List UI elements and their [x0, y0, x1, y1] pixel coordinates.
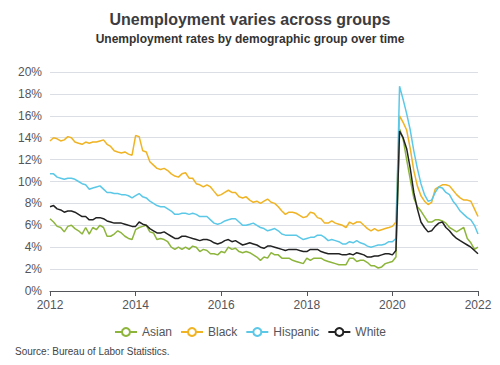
svg-text:2018: 2018: [293, 298, 320, 312]
svg-text:8%: 8%: [25, 196, 43, 210]
svg-text:2020: 2020: [379, 298, 406, 312]
svg-text:Asian: Asian: [142, 325, 172, 339]
svg-text:12%: 12%: [18, 153, 42, 167]
svg-text:2014: 2014: [122, 298, 149, 312]
svg-text:Black: Black: [208, 325, 238, 339]
svg-text:Hispanic: Hispanic: [273, 325, 319, 339]
svg-text:6%: 6%: [25, 218, 43, 232]
svg-text:Unemployment varies across gro: Unemployment varies across groups: [110, 11, 391, 28]
svg-text:2016: 2016: [208, 298, 235, 312]
svg-text:10%: 10%: [18, 175, 42, 189]
svg-text:20%: 20%: [18, 65, 42, 79]
svg-text:4%: 4%: [25, 240, 43, 254]
svg-text:2012: 2012: [37, 298, 64, 312]
svg-text:White: White: [355, 325, 386, 339]
svg-text:Source: Bureau of Labor Statis: Source: Bureau of Labor Statistics.: [15, 346, 170, 357]
svg-text:2%: 2%: [25, 262, 43, 276]
svg-text:16%: 16%: [18, 109, 42, 123]
svg-text:18%: 18%: [18, 87, 42, 101]
svg-text:Unemployment rates by demograp: Unemployment rates by demographic group …: [96, 32, 405, 46]
svg-text:2022: 2022: [465, 298, 492, 312]
svg-text:0%: 0%: [25, 284, 43, 298]
svg-text:14%: 14%: [18, 131, 42, 145]
